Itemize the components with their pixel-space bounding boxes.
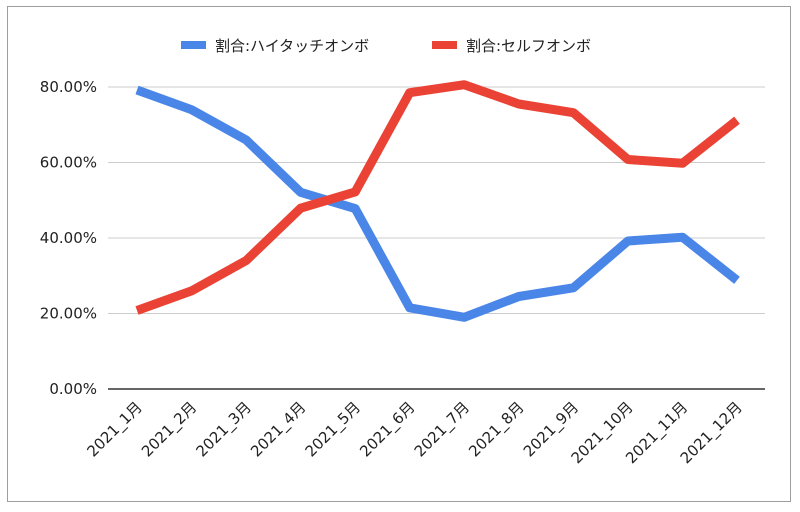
x-tick-label: 2021_5月 bbox=[302, 398, 365, 461]
x-tick-label: 2021_6月 bbox=[356, 398, 419, 461]
x-tick-label: 2021_7月 bbox=[411, 398, 474, 461]
legend: 割合:ハイタッチオンボ 割合:セルフオンボ bbox=[181, 37, 591, 55]
series-line-2 bbox=[135, 80, 740, 315]
y-tick-label: 80.00% bbox=[40, 78, 97, 96]
x-tick-label: 2021_1月 bbox=[83, 398, 146, 461]
legend-label: 割合:ハイタッチオンボ bbox=[215, 37, 369, 55]
y-axis-tick-labels: 0.00% 20.00% 40.00% 60.00% 80.00% bbox=[40, 78, 97, 398]
y-tick-label: 60.00% bbox=[40, 154, 97, 172]
x-tick-label: 2021_3月 bbox=[193, 398, 256, 461]
series-lines bbox=[135, 80, 740, 322]
series-line-1 bbox=[135, 85, 740, 322]
y-tick-label: 0.00% bbox=[49, 380, 97, 398]
legend-label: 割合:セルフオンボ bbox=[466, 37, 591, 55]
y-tick-label: 40.00% bbox=[40, 229, 97, 247]
y-tick-label: 20.00% bbox=[40, 305, 97, 323]
x-tick-label: 2021_8月 bbox=[465, 398, 528, 461]
x-tick-label: 2021_4月 bbox=[247, 398, 310, 461]
x-axis-tick-labels: 2021_1月2021_2月2021_3月2021_4月2021_5月2021_… bbox=[83, 398, 746, 468]
x-tick-label: 2021_2月 bbox=[138, 398, 201, 461]
